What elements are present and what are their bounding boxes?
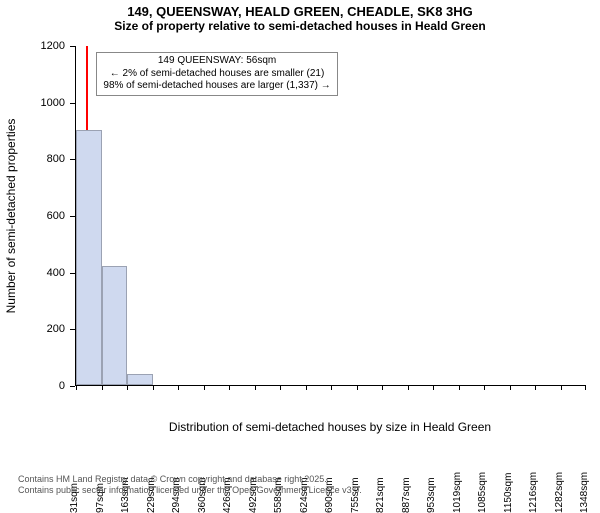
x-axis-label: Distribution of semi-detached houses by … (75, 420, 585, 434)
chart-title-line1: 149, QUEENSWAY, HEALD GREEN, CHEADLE, SK… (0, 4, 600, 19)
chart-container: Number of semi-detached properties 149 Q… (55, 46, 585, 426)
x-tick (306, 385, 307, 390)
x-tick (357, 385, 358, 390)
y-tick (70, 103, 75, 104)
x-tick (561, 385, 562, 390)
annotation-line2: ← 2% of semi-detached houses are smaller… (103, 68, 330, 81)
y-tick (70, 273, 75, 274)
histogram-bar (76, 130, 102, 385)
y-tick-label: 800 (47, 153, 65, 165)
y-tick (70, 329, 75, 330)
x-tick (459, 385, 460, 390)
chart-title-line2: Size of property relative to semi-detach… (0, 19, 600, 33)
x-tick (433, 385, 434, 390)
x-tick (204, 385, 205, 390)
x-tick (255, 385, 256, 390)
annotation-box: 149 QUEENSWAY: 56sqm ← 2% of semi-detach… (96, 52, 337, 96)
x-tick (331, 385, 332, 390)
x-tick (102, 385, 103, 390)
x-tick (229, 385, 230, 390)
histogram-bar (102, 266, 128, 385)
y-tick (70, 216, 75, 217)
footer-line1: Contains HM Land Registry data © Crown c… (18, 474, 362, 485)
x-tick (510, 385, 511, 390)
histogram-bar (127, 374, 153, 385)
y-tick-label: 200 (47, 323, 65, 335)
x-tick (382, 385, 383, 390)
annotation-line3: 98% of semi-detached houses are larger (… (103, 80, 330, 93)
y-axis-label: Number of semi-detached properties (4, 119, 18, 314)
footer-line2: Contains public sector information licen… (18, 485, 362, 496)
x-tick (178, 385, 179, 390)
x-tick (127, 385, 128, 390)
x-tick (408, 385, 409, 390)
y-tick-label: 1200 (41, 40, 65, 52)
plot-area: 149 QUEENSWAY: 56sqm ← 2% of semi-detach… (75, 46, 585, 386)
y-tick-label: 1000 (41, 97, 65, 109)
y-tick-label: 600 (47, 210, 65, 222)
chart-title-block: 149, QUEENSWAY, HEALD GREEN, CHEADLE, SK… (0, 0, 600, 33)
x-tick (76, 385, 77, 390)
y-tick-label: 0 (59, 380, 65, 392)
annotation-line1: 149 QUEENSWAY: 56sqm (103, 55, 330, 68)
y-tick (70, 159, 75, 160)
x-tick (484, 385, 485, 390)
footer-attribution: Contains HM Land Registry data © Crown c… (18, 474, 362, 496)
y-tick (70, 386, 75, 387)
x-tick (153, 385, 154, 390)
x-tick (535, 385, 536, 390)
x-tick (280, 385, 281, 390)
x-tick (585, 385, 586, 390)
y-tick-label: 400 (47, 267, 65, 279)
y-tick (70, 46, 75, 47)
